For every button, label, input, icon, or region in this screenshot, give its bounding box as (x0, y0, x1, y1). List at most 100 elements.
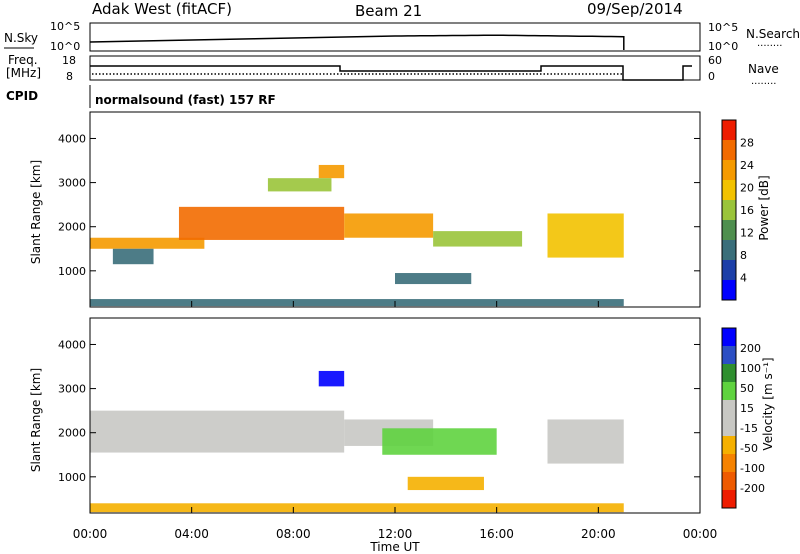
power-colorbar-tick-label: 8 (740, 249, 747, 262)
velocity-colorbar-frame (721, 327, 737, 509)
power-colorbar-swatch (722, 240, 736, 261)
nave-tick-bottom: 0 (708, 70, 715, 83)
velocity-region (90, 503, 624, 513)
velocity-region (318, 370, 345, 387)
velocity-colorbar-swatch (722, 382, 736, 401)
velocity-ytick-label: 2000 (58, 427, 86, 440)
power-region (178, 206, 345, 240)
x-tick-label: 00:00 (73, 527, 108, 541)
velocity-region (90, 410, 345, 453)
x-tick-label: 12:00 (378, 527, 413, 541)
power-colorbar: 28 24 20 16 12 8 4 (721, 119, 754, 301)
freq-panel (89, 55, 701, 81)
sky-noise-trace (89, 34, 625, 50)
power-region (112, 248, 154, 265)
power-colorbar-tick-label: 4 (740, 272, 747, 285)
x-tick-label: 08:00 (276, 527, 311, 541)
power-colorbar-swatch (722, 220, 736, 241)
velocity-ytick-label: 3000 (58, 383, 86, 396)
power-heatmap-data (90, 164, 624, 307)
power-region (267, 178, 332, 192)
velocity-colorbar-tick-label: 200 (740, 342, 761, 355)
x-tick-label: 20:00 (581, 527, 616, 541)
velocity-colorbar-swatch (722, 400, 736, 419)
velocity-region (407, 476, 484, 491)
velocity-y-label: Slant Range [km] (29, 368, 43, 472)
sky-label: N.Sky (4, 31, 38, 45)
power-ytick-label: 1000 (58, 265, 86, 278)
velocity-colorbar: 200 100 50 15 -15 -50 -100 -200 (721, 327, 765, 509)
velocity-ytick-label: 1000 (58, 471, 86, 484)
x-tick-label: 16:00 (479, 527, 514, 541)
velocity-colorbar-swatch (722, 328, 736, 347)
noise-left-tick-top: 10^5 (50, 20, 80, 33)
velocity-colorbar-tick-label: 50 (740, 382, 754, 395)
power-colorbar-swatch (722, 260, 736, 281)
power-colorbar-label: Power [dB] (757, 175, 771, 240)
power-colorbar-swatch (722, 140, 736, 161)
power-ytick-label: 3000 (58, 177, 86, 190)
search-label: N.Search (746, 27, 800, 41)
power-colorbar-swatch (722, 200, 736, 221)
velocity-colorbar-swatch (722, 454, 736, 473)
freq-tick-top: 18 (62, 54, 76, 67)
freq-label-2: [MHz] (6, 66, 41, 80)
search-dots: ........ (757, 38, 782, 49)
power-colorbar-tick-label: 24 (740, 159, 754, 172)
cpid-text: normalsound (fast) 157 RF (95, 93, 276, 107)
velocity-colorbar-label: Velocity [m s⁻¹] (761, 357, 775, 450)
power-colorbar-swatch (722, 180, 736, 201)
velocity-colorbar-tick-label: 15 (740, 402, 754, 415)
x-axis-label: Time UT (369, 540, 420, 554)
power-region (395, 273, 472, 285)
nave-tick-top: 60 (708, 54, 722, 67)
freq-label-1: Freq. (8, 53, 38, 67)
velocity-colorbar-swatch (722, 346, 736, 365)
power-region (318, 164, 345, 179)
velocity-colorbar-swatch (722, 364, 736, 383)
power-colorbar-frame (721, 119, 737, 301)
noise-left-tick-bottom: 10^0 (50, 40, 80, 53)
power-colorbar-tick-label: 20 (740, 182, 754, 195)
power-colorbar-swatch (722, 160, 736, 181)
nave-dots: ........ (751, 76, 776, 87)
power-colorbar-swatch (722, 120, 736, 141)
nave-label: Nave (748, 62, 779, 76)
power-colorbar-swatch (722, 280, 736, 301)
velocity-colorbar-swatch (722, 436, 736, 455)
velocity-colorbar-swatch (722, 418, 736, 437)
velocity-colorbar-swatch (722, 490, 736, 509)
power-colorbar-tick-label: 28 (740, 137, 754, 150)
power-y-axis: 4000 3000 2000 1000 (58, 132, 700, 278)
date-title: 09/Sep/2014 (587, 0, 683, 18)
noise-panel (89, 22, 701, 52)
cpid-label: CPID (6, 89, 38, 103)
noise-right-tick-top: 10^5 (708, 21, 738, 34)
power-colorbar-tick-label: 16 (740, 204, 754, 217)
velocity-heatmap-data (90, 370, 624, 513)
power-region (344, 213, 434, 238)
velocity-colorbar-swatch (722, 472, 736, 491)
time-x-axis: 00:00 04:00 08:00 12:00 16:00 20:00 00:00 (73, 301, 717, 541)
velocity-ytick-label: 4000 (58, 338, 86, 351)
power-region (433, 231, 523, 247)
velocity-colorbar-tick-label: -100 (740, 462, 765, 475)
x-tick-label: 04:00 (174, 527, 209, 541)
power-ytick-label: 2000 (58, 221, 86, 234)
power-region (547, 213, 624, 258)
velocity-region (382, 428, 497, 455)
velocity-colorbar-tick-label: 100 (740, 362, 761, 375)
noise-right-tick-bottom: 10^0 (708, 40, 738, 53)
velocity-region (547, 419, 624, 464)
velocity-colorbar-tick-label: -50 (740, 442, 758, 455)
station-title: Adak West (fitACF) (92, 0, 232, 18)
frequency-trace (90, 65, 692, 81)
freq-tick-bottom: 8 (66, 70, 73, 83)
velocity-colorbar-tick-label: -15 (740, 422, 758, 435)
power-region (90, 237, 205, 249)
velocity-y-axis: 4000 3000 2000 1000 (58, 338, 700, 484)
power-ytick-label: 4000 (58, 132, 86, 145)
power-colorbar-tick-label: 12 (740, 227, 754, 240)
power-y-label: Slant Range [km] (29, 160, 43, 264)
